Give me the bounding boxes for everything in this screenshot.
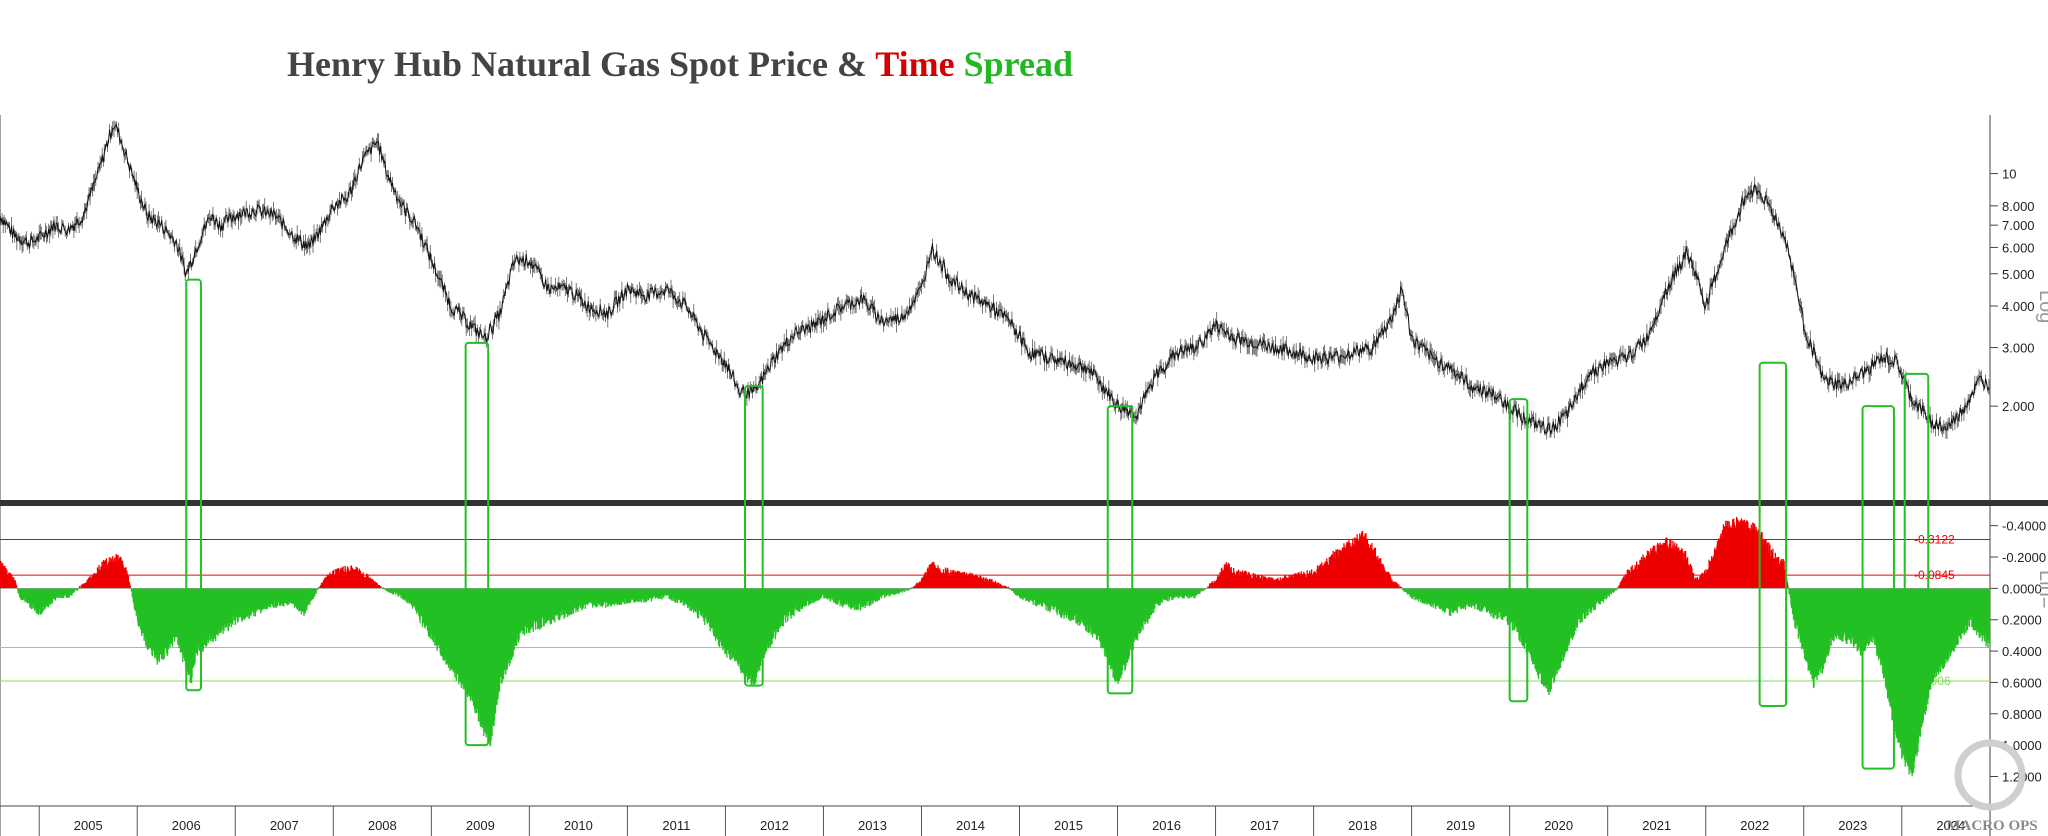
lower-tick-label: 0.8000 — [2002, 707, 2042, 722]
x-tick-label: 2020 — [1544, 818, 1573, 833]
x-tick-label: 2013 — [858, 818, 887, 833]
lower-tick-label: 0.0000 — [2002, 581, 2042, 596]
x-tick-label: 2006 — [172, 818, 201, 833]
highlight-box — [1508, 398, 1529, 703]
highlight-box — [1758, 361, 1788, 707]
x-tick-label: 2010 — [564, 818, 593, 833]
upper-tick-label: 6.000 — [2002, 240, 2035, 255]
highlight-box — [1861, 405, 1895, 770]
chart-title: Henry Hub Natural Gas Spot Price & Time … — [287, 44, 1073, 84]
title-part1: Henry Hub Natural Gas Spot Price & — [287, 44, 875, 84]
highlight-box — [1903, 372, 1930, 692]
reference-line-label: -0.0845 — [1914, 568, 1955, 582]
highlight-box — [185, 278, 202, 692]
upper-tick-label: 5.000 — [2002, 267, 2035, 282]
upper-tick-label: 7.000 — [2002, 218, 2035, 233]
spread-positive-bars — [16, 588, 1991, 777]
x-tick-label: 2008 — [368, 818, 397, 833]
title-part3: Spread — [955, 44, 1073, 84]
highlight-box — [1106, 405, 1134, 695]
logo-text: MACRO OPS — [1946, 818, 2037, 834]
x-tick-label: 2018 — [1348, 818, 1377, 833]
upper-tick-label: 4.000 — [2002, 299, 2035, 314]
highlight-box — [744, 384, 764, 687]
x-tick-label: 2007 — [270, 818, 299, 833]
x-axis: 2005 2006 2007 2008 2009 2010 2011 2012 2013 2014… — [0, 805, 1990, 836]
x-tick-label: 2005 — [74, 818, 103, 833]
spread-negative-bars — [0, 517, 1789, 589]
highlight-boxes — [185, 278, 1930, 770]
lower-tick-label: 0.2000 — [2002, 613, 2042, 628]
upper-tick-label: 10 — [2002, 167, 2016, 182]
upper-tick-label: 3.000 — [2002, 341, 2035, 356]
x-tick-label: 2024 — [1936, 818, 1965, 833]
x-tick-label: 2022 — [1740, 818, 1769, 833]
logo: MACRO OPS — [1946, 739, 2038, 834]
highlight-box — [464, 341, 490, 747]
x-tick-label: 2011 — [662, 818, 690, 833]
x-tick-label: 2014 — [956, 818, 985, 833]
lower-tick-label: -0.2000 — [2002, 550, 2046, 565]
lower-tick-label: -0.4000 — [2002, 519, 2046, 534]
upper-axis-label: Log — [2035, 290, 2048, 323]
logo-ring-icon — [1954, 739, 2026, 811]
x-tick-label: 2015 — [1054, 818, 1083, 833]
x-tick-label: 2016 — [1152, 818, 1181, 833]
lower-axis-label: Lin= — [2035, 570, 2048, 608]
x-tick-label: 2019 — [1446, 818, 1475, 833]
price-bars — [0, 120, 1990, 440]
lower-tick-label: 0.6000 — [2002, 675, 2042, 690]
x-tick-label: 2023 — [1838, 818, 1867, 833]
x-tick-label: 2009 — [466, 818, 495, 833]
price-panel: 2.000 3.000 4.000 5.000 6.000 7.000 8.000 10 — [0, 115, 2048, 836]
x-tick-label: 2012 — [760, 818, 789, 833]
x-tick-label: 2017 — [1250, 818, 1279, 833]
upper-tick-label: 2.000 — [2002, 399, 2035, 414]
reference-line-label: -0.3122 — [1914, 532, 1955, 546]
price-series-line — [0, 123, 1990, 436]
spread-panel: -0.4000 -0.2000 0.0000 0.2000 0.4000 0.6000 0.… — [0, 517, 2046, 784]
lower-tick-label: 0.4000 — [2002, 644, 2042, 659]
panel-divider — [0, 500, 2048, 506]
upper-tick-label: 8.000 — [2002, 199, 2035, 214]
title-part2: Time — [875, 44, 954, 84]
x-tick-label: 2021 — [1642, 818, 1671, 833]
